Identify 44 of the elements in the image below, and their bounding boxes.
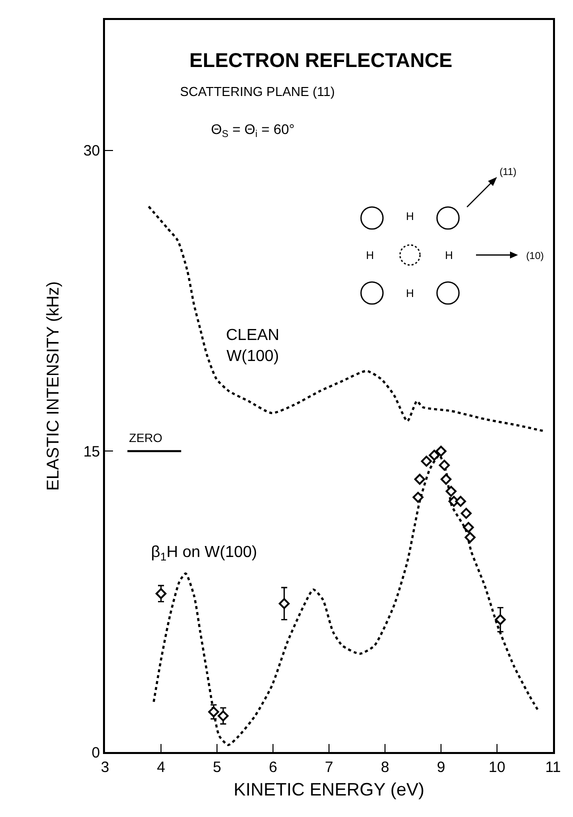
y-axis-title: ELASTIC INTENSITY (kHz) bbox=[43, 281, 62, 491]
point bbox=[494, 614, 506, 626]
point bbox=[420, 456, 432, 467]
point bbox=[208, 706, 220, 718]
x-tick-label: 6 bbox=[268, 759, 278, 776]
annotation: (10) bbox=[526, 251, 544, 262]
x-axis-title: KINETIC ENERGY (eV) bbox=[234, 780, 424, 800]
annotation: H bbox=[445, 250, 454, 262]
ref-line-label: ZERO bbox=[129, 431, 162, 445]
point bbox=[455, 496, 466, 507]
point bbox=[462, 522, 474, 533]
x-tick-label: 10 bbox=[488, 759, 506, 776]
point bbox=[436, 446, 446, 457]
text: ELECTRON REFLECTANCE bbox=[189, 50, 452, 72]
x-tick-label: 9 bbox=[436, 759, 446, 776]
point bbox=[156, 588, 166, 600]
y-tick-label: 30 bbox=[83, 142, 100, 160]
point bbox=[464, 532, 476, 543]
x-tick-label: 8 bbox=[380, 759, 390, 776]
point bbox=[446, 486, 457, 497]
y-tick-label: 0 bbox=[92, 744, 100, 762]
line-series bbox=[148, 205, 546, 432]
annotation: Θ$_{S}$ = Θ$_{i}$ = 60° bbox=[211, 121, 295, 140]
point bbox=[414, 474, 426, 485]
text: SCATTERING PLANE (11) bbox=[180, 84, 335, 99]
annotation: (11) bbox=[499, 167, 517, 178]
point bbox=[278, 598, 290, 610]
x-tick-label: 4 bbox=[156, 759, 166, 776]
x-tick-label: 7 bbox=[324, 759, 334, 776]
point bbox=[438, 460, 450, 471]
point bbox=[428, 450, 440, 461]
annotation: H bbox=[406, 211, 414, 223]
point bbox=[440, 474, 452, 485]
y-tick-label: 15 bbox=[83, 443, 100, 460]
series-label: β$_{1}$H on W(100) bbox=[151, 544, 258, 564]
annotation: H bbox=[406, 288, 414, 300]
series-label: CLEAN W(100) bbox=[226, 327, 280, 365]
x-tick-label: 11 bbox=[545, 759, 561, 776]
x-tick-label: 5 bbox=[212, 759, 222, 776]
x-tick-label: 3 bbox=[100, 759, 110, 776]
point bbox=[412, 492, 424, 503]
point bbox=[218, 710, 229, 722]
point bbox=[460, 508, 472, 519]
annotation: H bbox=[366, 250, 374, 262]
